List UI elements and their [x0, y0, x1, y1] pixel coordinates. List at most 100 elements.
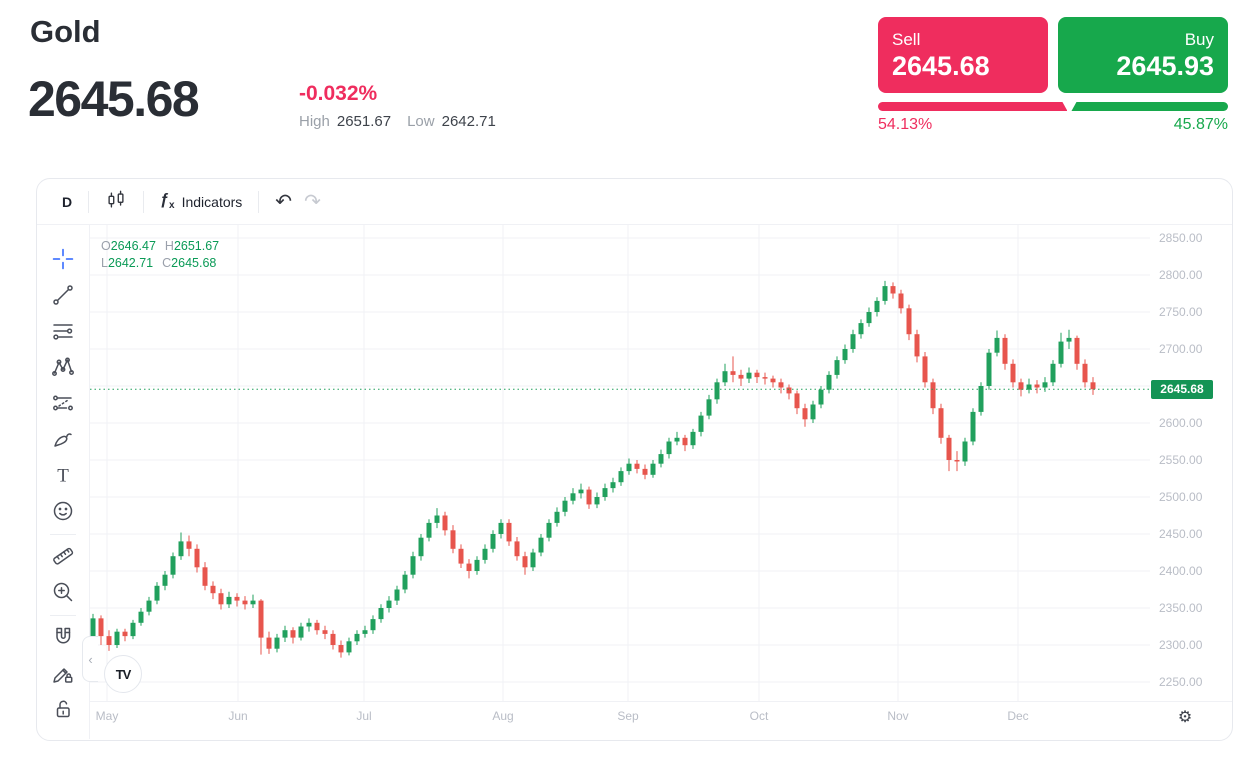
tool-divider	[50, 534, 76, 535]
price-axis-label: 2850.00	[1159, 231, 1203, 245]
function-icon: ƒx	[160, 191, 175, 212]
price-axis-label: 2250.00	[1159, 675, 1203, 689]
buy-button[interactable]: Buy 2645.93	[1058, 17, 1228, 93]
fib-retracement-icon	[50, 318, 76, 347]
chevron-left-icon: ‹	[88, 651, 93, 667]
candlestick-plot[interactable]: O2646.47 H2651.67 L2642.71 C2645.68 ‹ TV	[82, 225, 1150, 701]
time-axis-separator	[90, 701, 1232, 702]
chart-settings-button[interactable]: ⚙	[1175, 707, 1195, 727]
magnet-icon	[50, 624, 76, 653]
sell-label: Sell	[892, 30, 921, 49]
tool-brush[interactable]	[45, 422, 81, 458]
sell-percent: 54.13%	[878, 116, 933, 133]
tradingview-logo-text: TV	[115, 666, 132, 682]
tool-crosshair[interactable]	[45, 242, 81, 278]
tool-trend-line[interactable]	[45, 278, 81, 314]
open-value: 2646.47	[110, 239, 156, 253]
chart-card: D ƒx Indicators ↶ ↷	[36, 178, 1233, 741]
sell-sentiment-segment	[878, 102, 1067, 111]
text-icon: T	[50, 462, 76, 491]
tool-text[interactable]: T	[45, 458, 81, 494]
chart-toolbar: D ƒx Indicators ↶ ↷	[37, 179, 1232, 225]
tool-long-short-position[interactable]	[45, 386, 81, 422]
crosshair-icon	[50, 246, 76, 275]
price-axis-label: 2400.00	[1159, 564, 1203, 578]
time-axis-label: May	[95, 709, 119, 723]
indicators-button[interactable]: ƒx Indicators	[154, 187, 248, 215]
redo-icon: ↷	[304, 190, 321, 213]
tool-lock-all[interactable]	[45, 692, 81, 728]
tradingview-logo[interactable]: TV	[104, 655, 142, 693]
tool-xabcd-pattern[interactable]	[45, 350, 81, 386]
low-key: L	[101, 256, 108, 270]
brush-icon	[50, 426, 76, 455]
time-axis-label: Dec	[1007, 709, 1029, 723]
buy-label: Buy	[1184, 30, 1214, 49]
long-short-position-icon	[50, 390, 76, 419]
toolbar-divider	[143, 190, 145, 213]
indicators-label: Indicators	[181, 193, 243, 210]
price-axis-label: 2300.00	[1159, 638, 1203, 652]
last-price: 2645.68	[28, 71, 200, 127]
high-label: High	[299, 113, 330, 130]
price-axis-label: 2450.00	[1159, 527, 1203, 541]
time-axis-label: Jul	[356, 709, 372, 723]
tool-divider	[50, 615, 76, 616]
time-axis-label: Oct	[749, 709, 769, 723]
close-value-legend: 2645.68	[171, 256, 217, 270]
gear-icon: ⚙	[1177, 709, 1193, 726]
ruler-icon	[50, 543, 76, 572]
time-axis-label: Nov	[887, 709, 909, 723]
sell-price: 2645.68	[892, 51, 990, 81]
buy-sentiment-segment	[1071, 102, 1228, 111]
low-value: 2642.71	[441, 113, 496, 130]
interval-label: D	[62, 193, 73, 210]
chart-type-button[interactable]	[99, 185, 133, 218]
low-label: Low	[407, 113, 435, 130]
trend-line-icon	[50, 282, 76, 311]
toolbar-divider	[258, 190, 260, 213]
sidebar-collapse-handle[interactable]: ‹	[82, 636, 98, 682]
tool-magnet[interactable]	[45, 620, 81, 656]
sentiment-bar	[878, 102, 1228, 111]
undo-button[interactable]: ↶	[269, 188, 298, 216]
redo-button[interactable]: ↷	[298, 188, 327, 216]
tool-emoji[interactable]	[45, 494, 81, 530]
interval-button[interactable]: D	[56, 190, 78, 214]
price-axis-label: 2500.00	[1159, 490, 1203, 504]
high-key: H	[164, 239, 174, 253]
price-axis-label: 2800.00	[1159, 268, 1203, 282]
undo-icon: ↶	[275, 190, 293, 213]
ohlc-legend: O2646.47 H2651.67 L2642.71 C2645.68	[101, 238, 228, 272]
lock-icon	[50, 696, 76, 725]
low-value-legend: 2642.71	[107, 256, 154, 270]
drawing-toolbar: T	[37, 225, 90, 739]
price-axis-label: 2750.00	[1159, 305, 1203, 319]
candlestick-svg	[90, 225, 1150, 701]
price-axis-label: 2600.00	[1159, 416, 1203, 430]
price-axis-label: 2350.00	[1159, 601, 1203, 615]
svg-text:T: T	[57, 465, 69, 486]
tool-fib-retracement[interactable]	[45, 314, 81, 350]
tool-ruler[interactable]	[45, 539, 81, 575]
emoji-icon	[50, 498, 76, 527]
buy-percent: 45.87%	[1173, 116, 1228, 133]
candles-icon	[105, 189, 127, 214]
zoom-in-icon	[50, 579, 76, 608]
time-axis-label: Aug	[492, 709, 514, 723]
tool-zoom-in[interactable]	[45, 575, 81, 611]
buy-price: 2645.93	[1116, 51, 1214, 81]
time-axis-label: Sep	[617, 709, 639, 723]
high-value-legend: 2651.67	[173, 239, 220, 253]
open-key: O	[101, 239, 111, 253]
last-price-badge: 2645.68	[1151, 379, 1213, 399]
high-value: 2651.67	[336, 113, 392, 130]
price-axis-label: 2700.00	[1159, 342, 1203, 356]
symbol-title: Gold	[30, 14, 101, 49]
sell-button[interactable]: Sell 2645.68	[878, 17, 1048, 93]
toolbar-divider	[88, 190, 90, 213]
xabcd-pattern-icon	[50, 354, 76, 383]
tool-drawing-lock[interactable]	[45, 656, 81, 692]
price-change-percent: -0.032%	[299, 82, 378, 105]
close-key: C	[162, 256, 172, 270]
